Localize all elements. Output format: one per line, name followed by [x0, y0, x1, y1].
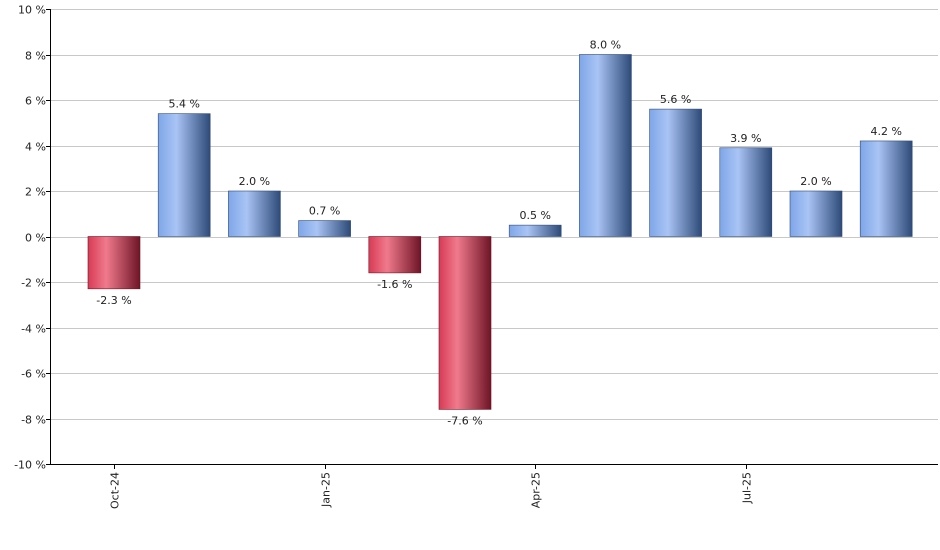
- bar-Jun-25: [649, 108, 702, 237]
- x-tick-label: Apr-25: [530, 472, 543, 508]
- y-tick-label: 8 %: [25, 50, 46, 63]
- bar-Nov-24: [157, 113, 211, 237]
- axes: [46, 9, 938, 469]
- bar-Jan-25: [298, 220, 351, 237]
- data-label: 3.9 %: [730, 132, 761, 145]
- bar-Oct-24: [87, 236, 141, 290]
- y-tick-label: 0 %: [25, 232, 46, 245]
- y-tick-label: -10 %: [14, 459, 46, 472]
- data-label: 5.6 %: [660, 93, 691, 106]
- labels: 10 % 8 % 6 % 4 % 2 % 0 % -2 % -4 % -6 % -8 % -10 %…: [14, 4, 902, 510]
- data-label: 0.5 %: [519, 209, 550, 222]
- y-tick-label: -2 %: [21, 277, 46, 290]
- data-label: -7.6 %: [447, 414, 482, 427]
- bar-Sep-25: [859, 140, 913, 237]
- data-label: 2.0 %: [800, 175, 831, 188]
- y-tick-label: 4 %: [25, 141, 46, 154]
- y-tick-label: -6 %: [21, 368, 46, 381]
- y-tick-label: 2 %: [25, 186, 46, 199]
- y-tick-label: 10 %: [18, 4, 46, 17]
- bar-Jul-25: [719, 147, 773, 237]
- data-label: 8.0 %: [590, 39, 621, 52]
- data-label: 2.0 %: [239, 175, 270, 188]
- bar-Mar-25: [438, 236, 492, 410]
- x-tick-label: Oct-24: [109, 472, 122, 509]
- x-tick-label: Jul-25: [741, 472, 754, 504]
- data-label: -2.3 %: [96, 294, 131, 307]
- y-tick-label: 6 %: [25, 95, 46, 108]
- y-tick-label: -4 %: [21, 323, 46, 336]
- data-label: -1.6 %: [377, 278, 412, 291]
- data-label: 4.2 %: [870, 125, 901, 138]
- y-tick-label: -8 %: [21, 414, 46, 427]
- bar-Apr-25: [508, 224, 562, 237]
- grid-lines: [50, 9, 938, 465]
- bar-Feb-25: [368, 236, 422, 274]
- bar-Dec-24: [228, 190, 281, 237]
- data-label: 5.4 %: [168, 98, 199, 111]
- bar-Aug-25: [789, 190, 843, 237]
- x-tick-label: Jan-25: [320, 472, 333, 508]
- bars: [87, 54, 913, 410]
- bar-May-25: [579, 54, 632, 237]
- data-label: 0.7 %: [309, 205, 340, 218]
